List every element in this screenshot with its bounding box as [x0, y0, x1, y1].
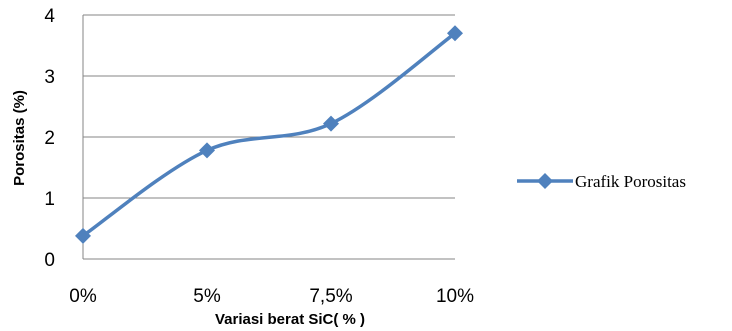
data-point-marker [75, 227, 91, 244]
y-tick-label: 1 [44, 189, 55, 210]
legend: Grafik Porositas [517, 172, 686, 191]
y-tick-label: 2 [44, 128, 55, 149]
legend-diamond-marker [537, 173, 553, 189]
data-point-marker [199, 142, 215, 159]
y-axis-title: Porositas (%) [11, 90, 28, 186]
series-line [82, 31, 457, 238]
y-tick-label: 0 [44, 250, 55, 271]
legend-label: Grafik Porositas [575, 172, 686, 191]
data-point-marker [447, 25, 463, 42]
x-tick-label: 5% [193, 286, 221, 307]
series-layer [75, 25, 463, 244]
x-axis-title: Variasi berat SiC( % ) [215, 311, 365, 328]
y-tick-labels: 0 1 2 3 4 [44, 6, 55, 271]
data-point-marker [323, 115, 339, 132]
y-tick-label: 4 [44, 6, 55, 27]
x-tick-label: 7,5% [309, 286, 352, 307]
x-tick-labels: 0% 5% 7,5% 10% [69, 286, 474, 307]
y-tick-label: 3 [44, 67, 55, 88]
x-tick-label: 10% [436, 286, 474, 307]
x-tick-label: 0% [69, 286, 97, 307]
